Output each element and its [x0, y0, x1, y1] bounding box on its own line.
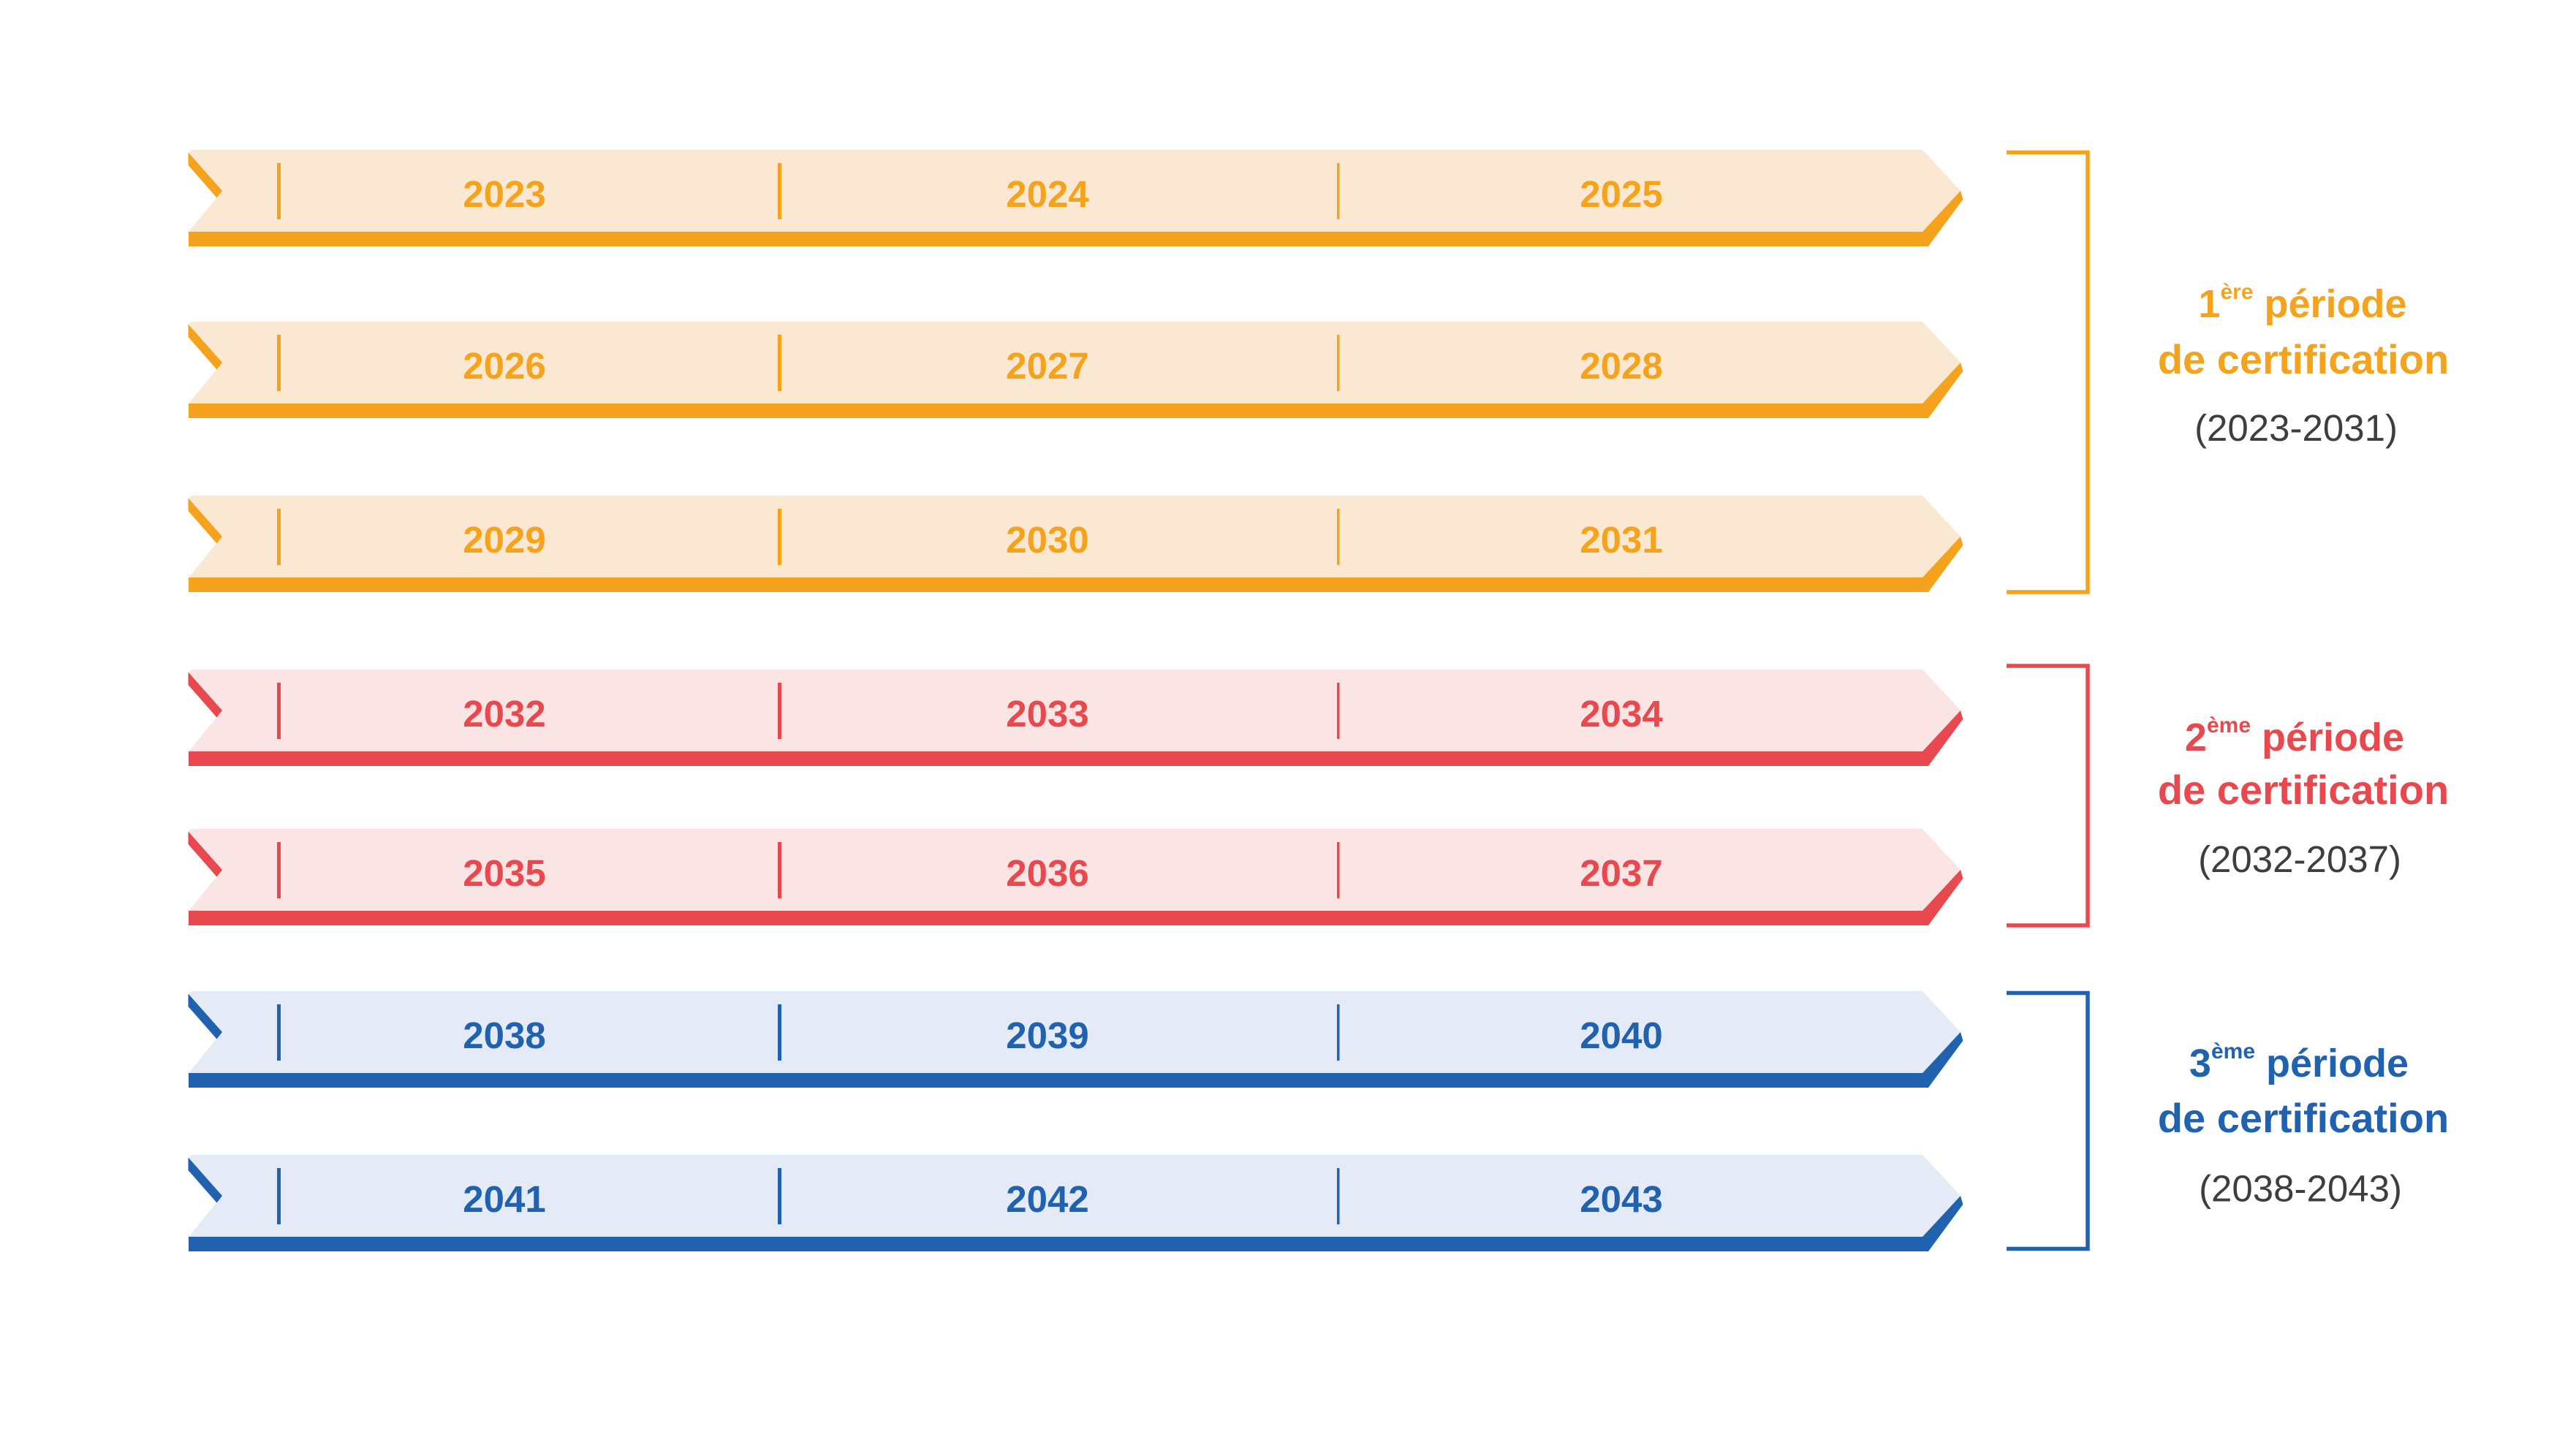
- svg-text:1ère période: 1ère période: [2198, 280, 2406, 326]
- svg-text:2030: 2030: [1006, 519, 1088, 561]
- svg-text:2039: 2039: [1006, 1015, 1088, 1056]
- svg-text:2038: 2038: [463, 1015, 545, 1056]
- svg-text:de certification: de certification: [2158, 767, 2449, 813]
- svg-text:2034: 2034: [1580, 693, 1663, 735]
- svg-text:(2032-2037): (2032-2037): [2198, 838, 2401, 880]
- svg-text:2040: 2040: [1580, 1015, 1662, 1056]
- svg-text:(2023-2031): (2023-2031): [2194, 407, 2398, 449]
- svg-text:2029: 2029: [463, 519, 545, 561]
- svg-text:2028: 2028: [1580, 345, 1662, 387]
- svg-text:2026: 2026: [463, 345, 545, 387]
- svg-text:2036: 2036: [1006, 852, 1088, 894]
- svg-text:de certification: de certification: [2158, 336, 2449, 382]
- svg-text:2027: 2027: [1006, 345, 1088, 387]
- svg-text:2025: 2025: [1580, 173, 1662, 215]
- svg-text:2031: 2031: [1580, 519, 1662, 561]
- svg-text:2043: 2043: [1580, 1178, 1662, 1220]
- svg-text:2033: 2033: [1006, 693, 1088, 735]
- svg-text:2037: 2037: [1580, 852, 1662, 894]
- svg-text:2032: 2032: [463, 693, 545, 735]
- svg-text:de certification: de certification: [2158, 1095, 2449, 1141]
- svg-text:2023: 2023: [463, 173, 545, 215]
- svg-text:2042: 2042: [1006, 1178, 1088, 1220]
- svg-text:(2038-2043): (2038-2043): [2199, 1168, 2402, 1210]
- svg-text:2041: 2041: [463, 1178, 545, 1220]
- svg-text:2035: 2035: [463, 852, 545, 894]
- svg-text:2024: 2024: [1006, 173, 1089, 215]
